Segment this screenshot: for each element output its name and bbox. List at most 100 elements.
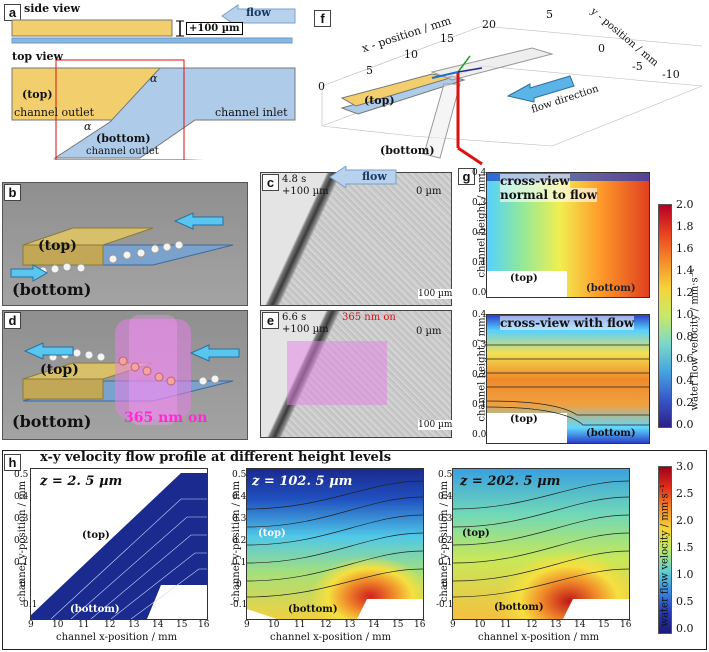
f-x-tick-1: 5 bbox=[366, 64, 373, 77]
h3-xt-1: 10 bbox=[474, 620, 486, 630]
h-bottom-3: (bottom) bbox=[494, 602, 544, 613]
panel-e-height: +100 µm bbox=[282, 324, 329, 335]
f-x-tick-2: 10 bbox=[404, 48, 418, 61]
panel-b-bottom: (bottom) bbox=[12, 280, 92, 299]
h1-xt-6: 15 bbox=[176, 620, 188, 630]
g-yt2-0: 0.4 bbox=[472, 310, 487, 320]
g-cb-5: 1.0 bbox=[676, 308, 694, 321]
h-z2: z = 102. 5 µm bbox=[252, 474, 353, 489]
g-cb-7: 0.6 bbox=[676, 352, 694, 365]
f-bottom-label: (bottom) bbox=[380, 144, 435, 157]
g-cb-4: 1.2 bbox=[676, 286, 694, 299]
g-yt1-0: 0.4 bbox=[472, 168, 487, 178]
h3-yt-0: 0.5 bbox=[438, 470, 453, 480]
h3-yt-5: 0 bbox=[442, 580, 448, 590]
g-title2: cross-view with flow bbox=[500, 316, 635, 330]
h-top-2: (top) bbox=[258, 528, 286, 539]
h3-yt-2: 0.3 bbox=[438, 514, 453, 524]
panel-c-flow-arrow bbox=[329, 166, 397, 188]
g-cross-flow-map bbox=[486, 314, 650, 444]
h2-xt-2: 11 bbox=[294, 620, 306, 630]
h-cb-0: 3.0 bbox=[676, 460, 694, 473]
panel-d-photo bbox=[2, 310, 248, 440]
g-yt2-1: 0.3 bbox=[472, 340, 487, 350]
g-colorbar bbox=[658, 204, 672, 428]
h3-xt-0: 9 bbox=[450, 620, 456, 630]
h1-yt-5: 0 bbox=[20, 580, 26, 590]
h2-xt-0: 9 bbox=[244, 620, 250, 630]
g-yt2-2: 0.2 bbox=[472, 370, 487, 380]
g-cb-3: 1.4 bbox=[676, 264, 694, 277]
h-cb-3: 1.5 bbox=[676, 541, 694, 554]
channel-outlet-bottom: channel outlet bbox=[86, 146, 159, 157]
h2-xt-7: 16 bbox=[414, 620, 426, 630]
panel-a-schematic bbox=[11, 4, 296, 160]
g-cb-10: 0.0 bbox=[676, 418, 694, 431]
h-plot-2 bbox=[246, 468, 424, 620]
h1-yt-0: 0.5 bbox=[14, 470, 29, 480]
h2-xt-5: 14 bbox=[368, 620, 380, 630]
h3-xt-7: 16 bbox=[620, 620, 632, 630]
panel-c-scale: 100 µm bbox=[418, 289, 453, 299]
panel-e-time: 6.6 s bbox=[282, 312, 307, 323]
h1-xt-1: 10 bbox=[52, 620, 64, 630]
bottom-channel-label: (bottom) bbox=[96, 132, 151, 145]
g-cb-8: 0.4 bbox=[676, 374, 694, 387]
f-y-tick-2: -5 bbox=[632, 60, 643, 73]
g-top-2: (top) bbox=[510, 414, 538, 425]
h2-xt-3: 12 bbox=[320, 620, 332, 630]
h1-yt-4: 0.1 bbox=[14, 558, 29, 568]
g-yt2-4: 0.0 bbox=[472, 430, 487, 440]
zoom-box bbox=[55, 59, 185, 160]
panel-d-uv: 365 nm on bbox=[124, 410, 208, 426]
h3-yt-3: 0.2 bbox=[438, 536, 453, 546]
g-yt1-2: 0.2 bbox=[472, 228, 487, 238]
h1-xt-5: 14 bbox=[152, 620, 164, 630]
f-x-tick-0: 0 bbox=[318, 80, 325, 93]
g-yt2-3: 0.1 bbox=[472, 400, 487, 410]
h-xlabel-2: channel x-position / mm bbox=[270, 632, 392, 643]
g-yt1-3: 0.1 bbox=[472, 258, 487, 268]
h-z1: z = 2. 5 µm bbox=[40, 474, 123, 489]
g-title1a: cross-view bbox=[500, 174, 570, 188]
h-z3: z = 202. 5 µm bbox=[460, 474, 561, 489]
h-cb-2: 2.0 bbox=[676, 514, 694, 527]
h2-yt-5: 0 bbox=[236, 580, 242, 590]
uv-spot bbox=[287, 341, 387, 405]
top-channel-label: (top) bbox=[22, 88, 53, 101]
g-yt1-1: 0.3 bbox=[472, 198, 487, 208]
h2-xt-6: 15 bbox=[392, 620, 404, 630]
panel-b-photo bbox=[2, 182, 248, 306]
h1-yt-6: -0.1 bbox=[20, 600, 38, 610]
g-cb-2: 1.6 bbox=[676, 242, 694, 255]
g-top-1: (top) bbox=[510, 273, 538, 284]
top-view-bottom-channel bbox=[53, 67, 296, 159]
g-yt1-4: 0.0 bbox=[472, 288, 487, 298]
h-title: x-y velocity flow profile at different h… bbox=[40, 450, 392, 465]
f-y-tick-1: 0 bbox=[598, 42, 605, 55]
h3-yt-6: -0.1 bbox=[436, 600, 454, 610]
h1-yt-3: 0.2 bbox=[14, 536, 29, 546]
h-xlabel-1: channel x-position / mm bbox=[56, 632, 178, 643]
g-title1b: normal to flow bbox=[500, 188, 598, 202]
h3-yt-4: 0.1 bbox=[438, 558, 453, 568]
h3-xt-4: 13 bbox=[550, 620, 562, 630]
side-view-label: side view bbox=[24, 2, 80, 15]
h1-xt-2: 11 bbox=[78, 620, 90, 630]
h2-yt-3: 0.2 bbox=[232, 536, 247, 546]
h3-xt-6: 15 bbox=[598, 620, 610, 630]
panel-label-c: c bbox=[262, 174, 279, 191]
panel-label-b: b bbox=[4, 184, 21, 201]
h-cb-1: 2.5 bbox=[676, 487, 694, 500]
channel-outlet-top: channel outlet bbox=[14, 106, 95, 119]
panel-label-d: d bbox=[4, 312, 21, 329]
flow-label: flow bbox=[246, 6, 271, 19]
panel-c-time: 4.8 s bbox=[282, 174, 307, 185]
h1-xt-4: 13 bbox=[128, 620, 140, 630]
panel-d-top: (top) bbox=[40, 362, 79, 378]
g-cb-1: 1.8 bbox=[676, 220, 694, 233]
h3-xt-2: 11 bbox=[500, 620, 512, 630]
h1-xt-3: 12 bbox=[104, 620, 116, 630]
alpha-1: α bbox=[150, 72, 158, 85]
h-colorbar bbox=[658, 466, 672, 634]
